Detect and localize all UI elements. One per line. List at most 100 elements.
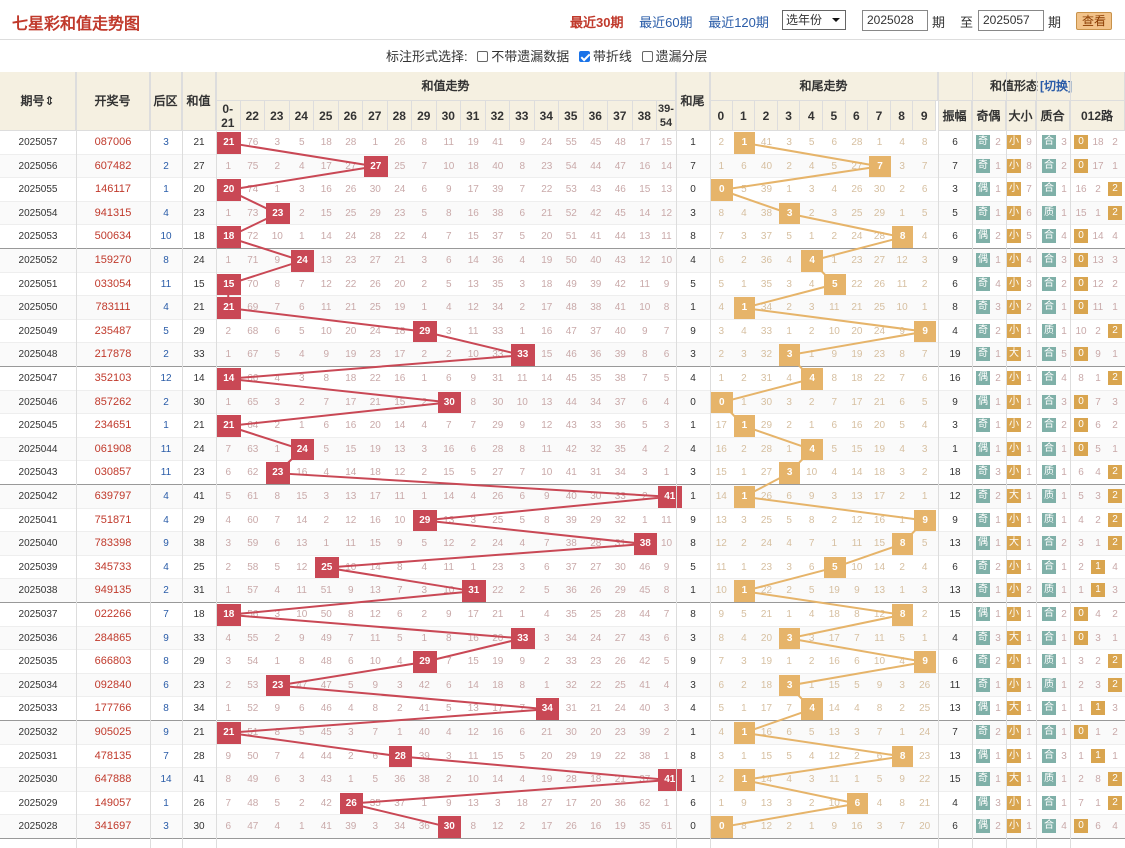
sum-miss-cell: 2 xyxy=(543,656,550,668)
tail-miss-cell: 25 xyxy=(851,207,863,219)
prime-composite-badge: 质 xyxy=(1042,205,1056,220)
tail-miss-cell: 11 xyxy=(874,632,885,644)
sum-col-header: 31 xyxy=(461,101,486,131)
sum-hit-marker: 31 xyxy=(462,580,486,602)
sum-miss-cell: 1 xyxy=(274,184,281,196)
tail-miss-cell: 9 xyxy=(899,774,905,786)
sum-miss-cell: 6 xyxy=(445,255,452,266)
sum-miss-cell: 25 xyxy=(590,609,602,620)
road-miss: 18 xyxy=(1092,137,1104,148)
sum-miss-cell: 35 xyxy=(369,797,381,809)
tail-cell: 1 xyxy=(690,420,696,432)
sum-miss-cell: 14 xyxy=(369,561,381,573)
sum-miss-cell: 13 xyxy=(320,255,332,266)
sum-miss-cell: 1 xyxy=(274,443,281,455)
sum-cell: 23 xyxy=(193,679,205,691)
sum-miss-cell: 69 xyxy=(247,302,259,314)
odd-even-badge: 奇 xyxy=(976,677,990,692)
sum-miss-cell: 2 xyxy=(298,207,305,219)
prime-composite-badge: 合 xyxy=(1042,347,1056,362)
big-small-badge: 小 xyxy=(1007,725,1021,739)
option-lines[interactable]: 带折线 xyxy=(578,49,632,64)
checkbox-lines[interactable] xyxy=(578,51,590,62)
checkbox-no-miss[interactable] xyxy=(477,51,489,62)
amp-cell: 6 xyxy=(952,561,958,573)
sum-miss-cell: 11 xyxy=(443,137,454,148)
prime-composite-miss: 1 xyxy=(1061,774,1067,786)
tail-miss-cell: 18 xyxy=(760,679,773,691)
to-issue-input[interactable]: 2025057 xyxy=(978,10,1044,31)
tail-miss-cell: 8 xyxy=(876,703,883,715)
sum-miss-cell: 39 xyxy=(639,727,651,738)
year-select[interactable]: 选年份 xyxy=(782,10,846,30)
sum-miss-cell: 22 xyxy=(590,679,602,691)
sum-miss-cell: 5 xyxy=(445,703,452,715)
odd-even-miss: 1 xyxy=(995,609,1001,620)
sum-miss-cell: 71 xyxy=(247,255,259,266)
sum-miss-cell: 28 xyxy=(492,443,504,455)
sum-miss-cell: 10 xyxy=(271,231,283,243)
switch-link[interactable]: [切换] xyxy=(1040,79,1072,93)
sum-miss-cell: 8 xyxy=(396,561,403,573)
sum-miss-cell: 4 xyxy=(543,609,550,620)
period-60-link[interactable]: 最近60期 xyxy=(639,15,693,30)
tail-miss-cell: 5 xyxy=(741,609,747,620)
sum-miss-cell: 16 xyxy=(443,443,455,455)
sum-miss-cell: 30 xyxy=(369,184,381,196)
road-badge: 1 xyxy=(1091,583,1105,598)
odd-even-miss: 1 xyxy=(995,207,1001,219)
odd-even-miss: 1 xyxy=(995,750,1001,762)
big-small-badge: 大 xyxy=(1007,536,1021,551)
sum-miss-cell: 31 xyxy=(590,467,602,479)
sum-miss-cell: 50 xyxy=(320,609,332,620)
road-miss: 4 xyxy=(1112,561,1118,573)
tail-miss-cell: 17 xyxy=(828,632,840,644)
tail-miss-cell: 7 xyxy=(899,821,905,833)
tail-miss-cell: 20 xyxy=(873,420,886,432)
sum-miss-cell: 47 xyxy=(565,325,577,337)
form-col-header: 奇偶 xyxy=(972,101,1006,131)
sum-miss-cell: 3 xyxy=(543,632,550,644)
sum-miss-cell: 1 xyxy=(323,538,330,550)
road-miss: 3 xyxy=(1095,632,1101,644)
tail-miss-cell: 3 xyxy=(899,160,905,172)
sum-miss-cell: 47 xyxy=(247,821,259,833)
sum-miss-cell: 2 xyxy=(225,561,232,573)
sum-miss-cell: 23 xyxy=(492,561,504,573)
sum-cell: 33 xyxy=(193,632,205,644)
road-badge: 0 xyxy=(1074,418,1088,433)
header-issue[interactable]: 期号⇕ xyxy=(0,72,76,131)
hou-cell: 2 xyxy=(163,349,169,361)
sum-miss-cell: 12 xyxy=(345,514,357,526)
road-badge: 0 xyxy=(1074,725,1088,739)
checkbox-layer[interactable] xyxy=(641,51,653,62)
sum-miss-cell: 41 xyxy=(492,137,504,148)
road-miss: 2 xyxy=(1095,184,1101,196)
odd-even-miss: 1 xyxy=(995,585,1001,597)
sum-miss-cell: 45 xyxy=(614,207,626,219)
query-button[interactable]: 查看 xyxy=(1076,12,1112,30)
sum-miss-cell: 6 xyxy=(274,325,281,337)
option-layer[interactable]: 遗漏分层 xyxy=(641,49,708,64)
odd-even-badge: 偶 xyxy=(976,795,990,810)
road-miss: 2 xyxy=(1095,514,1101,526)
sum-miss-cell: 19 xyxy=(590,750,602,762)
option-no-miss[interactable]: 不带遗漏数据 xyxy=(477,49,569,64)
tail-miss-cell: 9 xyxy=(741,797,747,809)
period-30-link[interactable]: 最近30期 xyxy=(570,15,624,30)
tail-miss-cell: 10 xyxy=(828,325,840,337)
sum-hit-marker: 18 xyxy=(217,604,241,626)
sum-miss-cell: 11 xyxy=(296,585,307,597)
sum-miss-cell: 23 xyxy=(369,349,381,361)
tail-hit-marker: 3 xyxy=(778,344,801,366)
odd-even-badge: 偶 xyxy=(976,748,990,763)
from-issue-input[interactable]: 2025028 xyxy=(862,10,928,31)
period-120-link[interactable]: 最近120期 xyxy=(708,15,769,30)
sum-miss-cell: 11 xyxy=(517,373,528,384)
sum-miss-cell: 7 xyxy=(519,467,526,479)
tail-miss-cell: 4 xyxy=(921,231,928,243)
sum-miss-cell: 45 xyxy=(590,137,602,148)
sum-cell: 20 xyxy=(193,184,205,196)
prime-composite-badge: 合 xyxy=(1042,371,1056,385)
prize-cell: 905025 xyxy=(94,726,132,738)
